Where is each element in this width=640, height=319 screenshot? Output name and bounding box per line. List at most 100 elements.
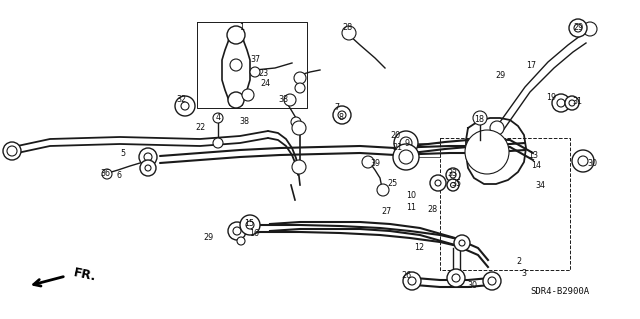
Text: 4: 4 bbox=[216, 114, 221, 122]
Circle shape bbox=[430, 175, 446, 191]
Circle shape bbox=[473, 111, 487, 125]
Text: 31: 31 bbox=[572, 97, 582, 106]
Circle shape bbox=[471, 136, 503, 168]
Circle shape bbox=[572, 150, 594, 172]
Circle shape bbox=[227, 26, 245, 44]
Circle shape bbox=[233, 227, 241, 235]
Text: 12: 12 bbox=[414, 243, 424, 253]
Circle shape bbox=[394, 131, 418, 155]
Circle shape bbox=[583, 22, 597, 36]
Circle shape bbox=[175, 96, 195, 116]
Circle shape bbox=[228, 222, 246, 240]
Text: 39: 39 bbox=[370, 159, 380, 167]
Circle shape bbox=[465, 130, 509, 174]
Circle shape bbox=[565, 96, 579, 110]
Circle shape bbox=[237, 237, 245, 245]
Text: 38: 38 bbox=[239, 117, 249, 127]
Circle shape bbox=[490, 121, 504, 135]
Text: 6: 6 bbox=[116, 170, 122, 180]
Circle shape bbox=[181, 102, 189, 110]
Circle shape bbox=[569, 19, 587, 37]
Text: 26: 26 bbox=[401, 271, 411, 280]
Circle shape bbox=[488, 277, 496, 285]
Text: 10: 10 bbox=[406, 190, 416, 199]
Circle shape bbox=[447, 179, 459, 191]
Text: 23: 23 bbox=[258, 69, 268, 78]
Circle shape bbox=[145, 165, 151, 171]
Text: 29: 29 bbox=[496, 70, 506, 79]
Circle shape bbox=[284, 94, 296, 106]
Text: 37: 37 bbox=[250, 56, 260, 64]
Circle shape bbox=[139, 148, 157, 166]
Text: 18: 18 bbox=[474, 115, 484, 124]
Text: 21: 21 bbox=[392, 143, 402, 152]
Text: 2: 2 bbox=[516, 256, 522, 265]
Text: 36: 36 bbox=[100, 168, 110, 177]
Text: 38: 38 bbox=[278, 95, 288, 105]
Text: 29: 29 bbox=[204, 233, 214, 241]
Text: 25: 25 bbox=[388, 179, 398, 188]
Circle shape bbox=[213, 138, 223, 148]
Circle shape bbox=[446, 168, 460, 182]
Text: 22: 22 bbox=[196, 123, 206, 132]
Text: 24: 24 bbox=[260, 79, 270, 88]
Circle shape bbox=[291, 117, 301, 127]
Circle shape bbox=[447, 269, 465, 287]
Circle shape bbox=[292, 121, 306, 135]
Text: 30: 30 bbox=[587, 160, 597, 168]
Circle shape bbox=[7, 146, 17, 156]
Text: 35: 35 bbox=[451, 179, 461, 188]
Text: 28: 28 bbox=[342, 24, 352, 33]
Text: 29: 29 bbox=[573, 23, 583, 32]
Circle shape bbox=[574, 24, 582, 32]
Circle shape bbox=[213, 113, 223, 123]
Text: 19: 19 bbox=[546, 93, 556, 102]
Circle shape bbox=[140, 160, 156, 176]
Text: 3: 3 bbox=[522, 269, 527, 278]
Text: 15: 15 bbox=[244, 219, 254, 228]
Text: 28: 28 bbox=[427, 205, 437, 214]
Text: 1: 1 bbox=[239, 24, 244, 33]
Circle shape bbox=[228, 92, 244, 108]
Circle shape bbox=[342, 26, 356, 40]
Text: 7: 7 bbox=[335, 102, 340, 112]
Text: 20: 20 bbox=[390, 130, 400, 139]
Circle shape bbox=[144, 153, 152, 161]
Circle shape bbox=[459, 240, 465, 246]
Circle shape bbox=[242, 89, 254, 101]
Text: 14: 14 bbox=[531, 160, 541, 169]
Circle shape bbox=[362, 156, 374, 168]
Text: 27: 27 bbox=[382, 206, 392, 216]
Circle shape bbox=[557, 99, 565, 107]
Circle shape bbox=[454, 235, 470, 251]
Circle shape bbox=[435, 180, 441, 186]
Text: 13: 13 bbox=[528, 151, 538, 160]
Circle shape bbox=[250, 67, 260, 77]
Circle shape bbox=[578, 156, 588, 166]
Circle shape bbox=[450, 172, 456, 178]
Circle shape bbox=[102, 169, 112, 179]
Circle shape bbox=[338, 111, 346, 119]
Circle shape bbox=[230, 59, 242, 71]
Circle shape bbox=[292, 160, 306, 174]
Circle shape bbox=[569, 100, 575, 106]
Text: 17: 17 bbox=[526, 61, 536, 70]
Text: 32: 32 bbox=[176, 95, 186, 105]
Circle shape bbox=[452, 274, 460, 282]
Circle shape bbox=[393, 144, 419, 170]
Circle shape bbox=[479, 144, 495, 160]
Text: 33: 33 bbox=[447, 169, 457, 179]
Text: 16: 16 bbox=[249, 229, 259, 239]
Circle shape bbox=[552, 94, 570, 112]
Circle shape bbox=[403, 272, 421, 290]
Text: 11: 11 bbox=[406, 203, 416, 211]
Circle shape bbox=[399, 150, 413, 164]
Text: 34: 34 bbox=[535, 181, 545, 189]
Text: 8: 8 bbox=[339, 114, 344, 122]
Circle shape bbox=[333, 106, 351, 124]
Circle shape bbox=[377, 184, 389, 196]
Circle shape bbox=[451, 182, 456, 188]
Text: 9: 9 bbox=[404, 138, 410, 147]
Circle shape bbox=[294, 72, 306, 84]
Circle shape bbox=[483, 272, 501, 290]
